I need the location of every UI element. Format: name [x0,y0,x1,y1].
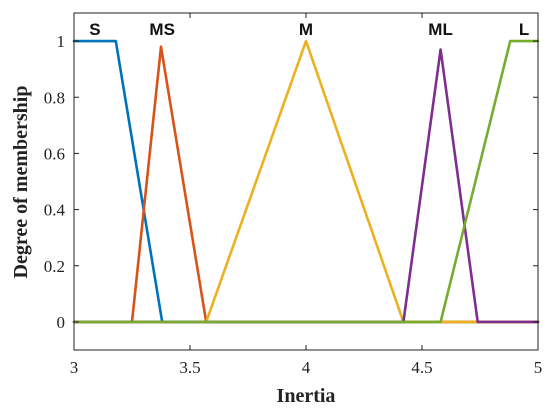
y-tick-label: 0.6 [44,144,65,163]
series-line-ml [72,48,540,324]
plot-frame [73,12,539,351]
x-tick-label: 3 [70,358,79,377]
y-axis-title: Degree of membership [10,86,32,279]
x-tick-label: 4.5 [411,358,432,377]
series-layer [72,39,540,324]
set-label-s: S [89,20,100,39]
x-tick-label: 4 [302,358,311,377]
annotations-layer: S MS M ML L [89,20,529,39]
x-axis-title: Inertia [277,385,336,407]
x-tick-label: 3.5 [179,358,200,377]
x-tick-label: 5 [534,358,543,377]
set-label-ms: MS [149,20,175,39]
series-line-ms [72,45,540,324]
series-line-l [72,39,540,324]
y-tick-label: 1 [57,32,66,51]
y-tick-label: 0.4 [44,201,66,220]
y-tick-label: 0 [57,313,66,332]
series-line-m [72,39,540,324]
y-tick-label: 0.8 [44,88,65,107]
set-label-l: L [519,20,529,39]
set-label-m: M [299,20,313,39]
series-line-s [72,39,540,324]
set-label-ml: ML [428,20,453,39]
y-tick-label: 0.2 [44,257,65,276]
ticks-layer: 3 3.5 4 4.5 5 0 0.2 0.4 0.6 0.8 1 [44,13,543,377]
